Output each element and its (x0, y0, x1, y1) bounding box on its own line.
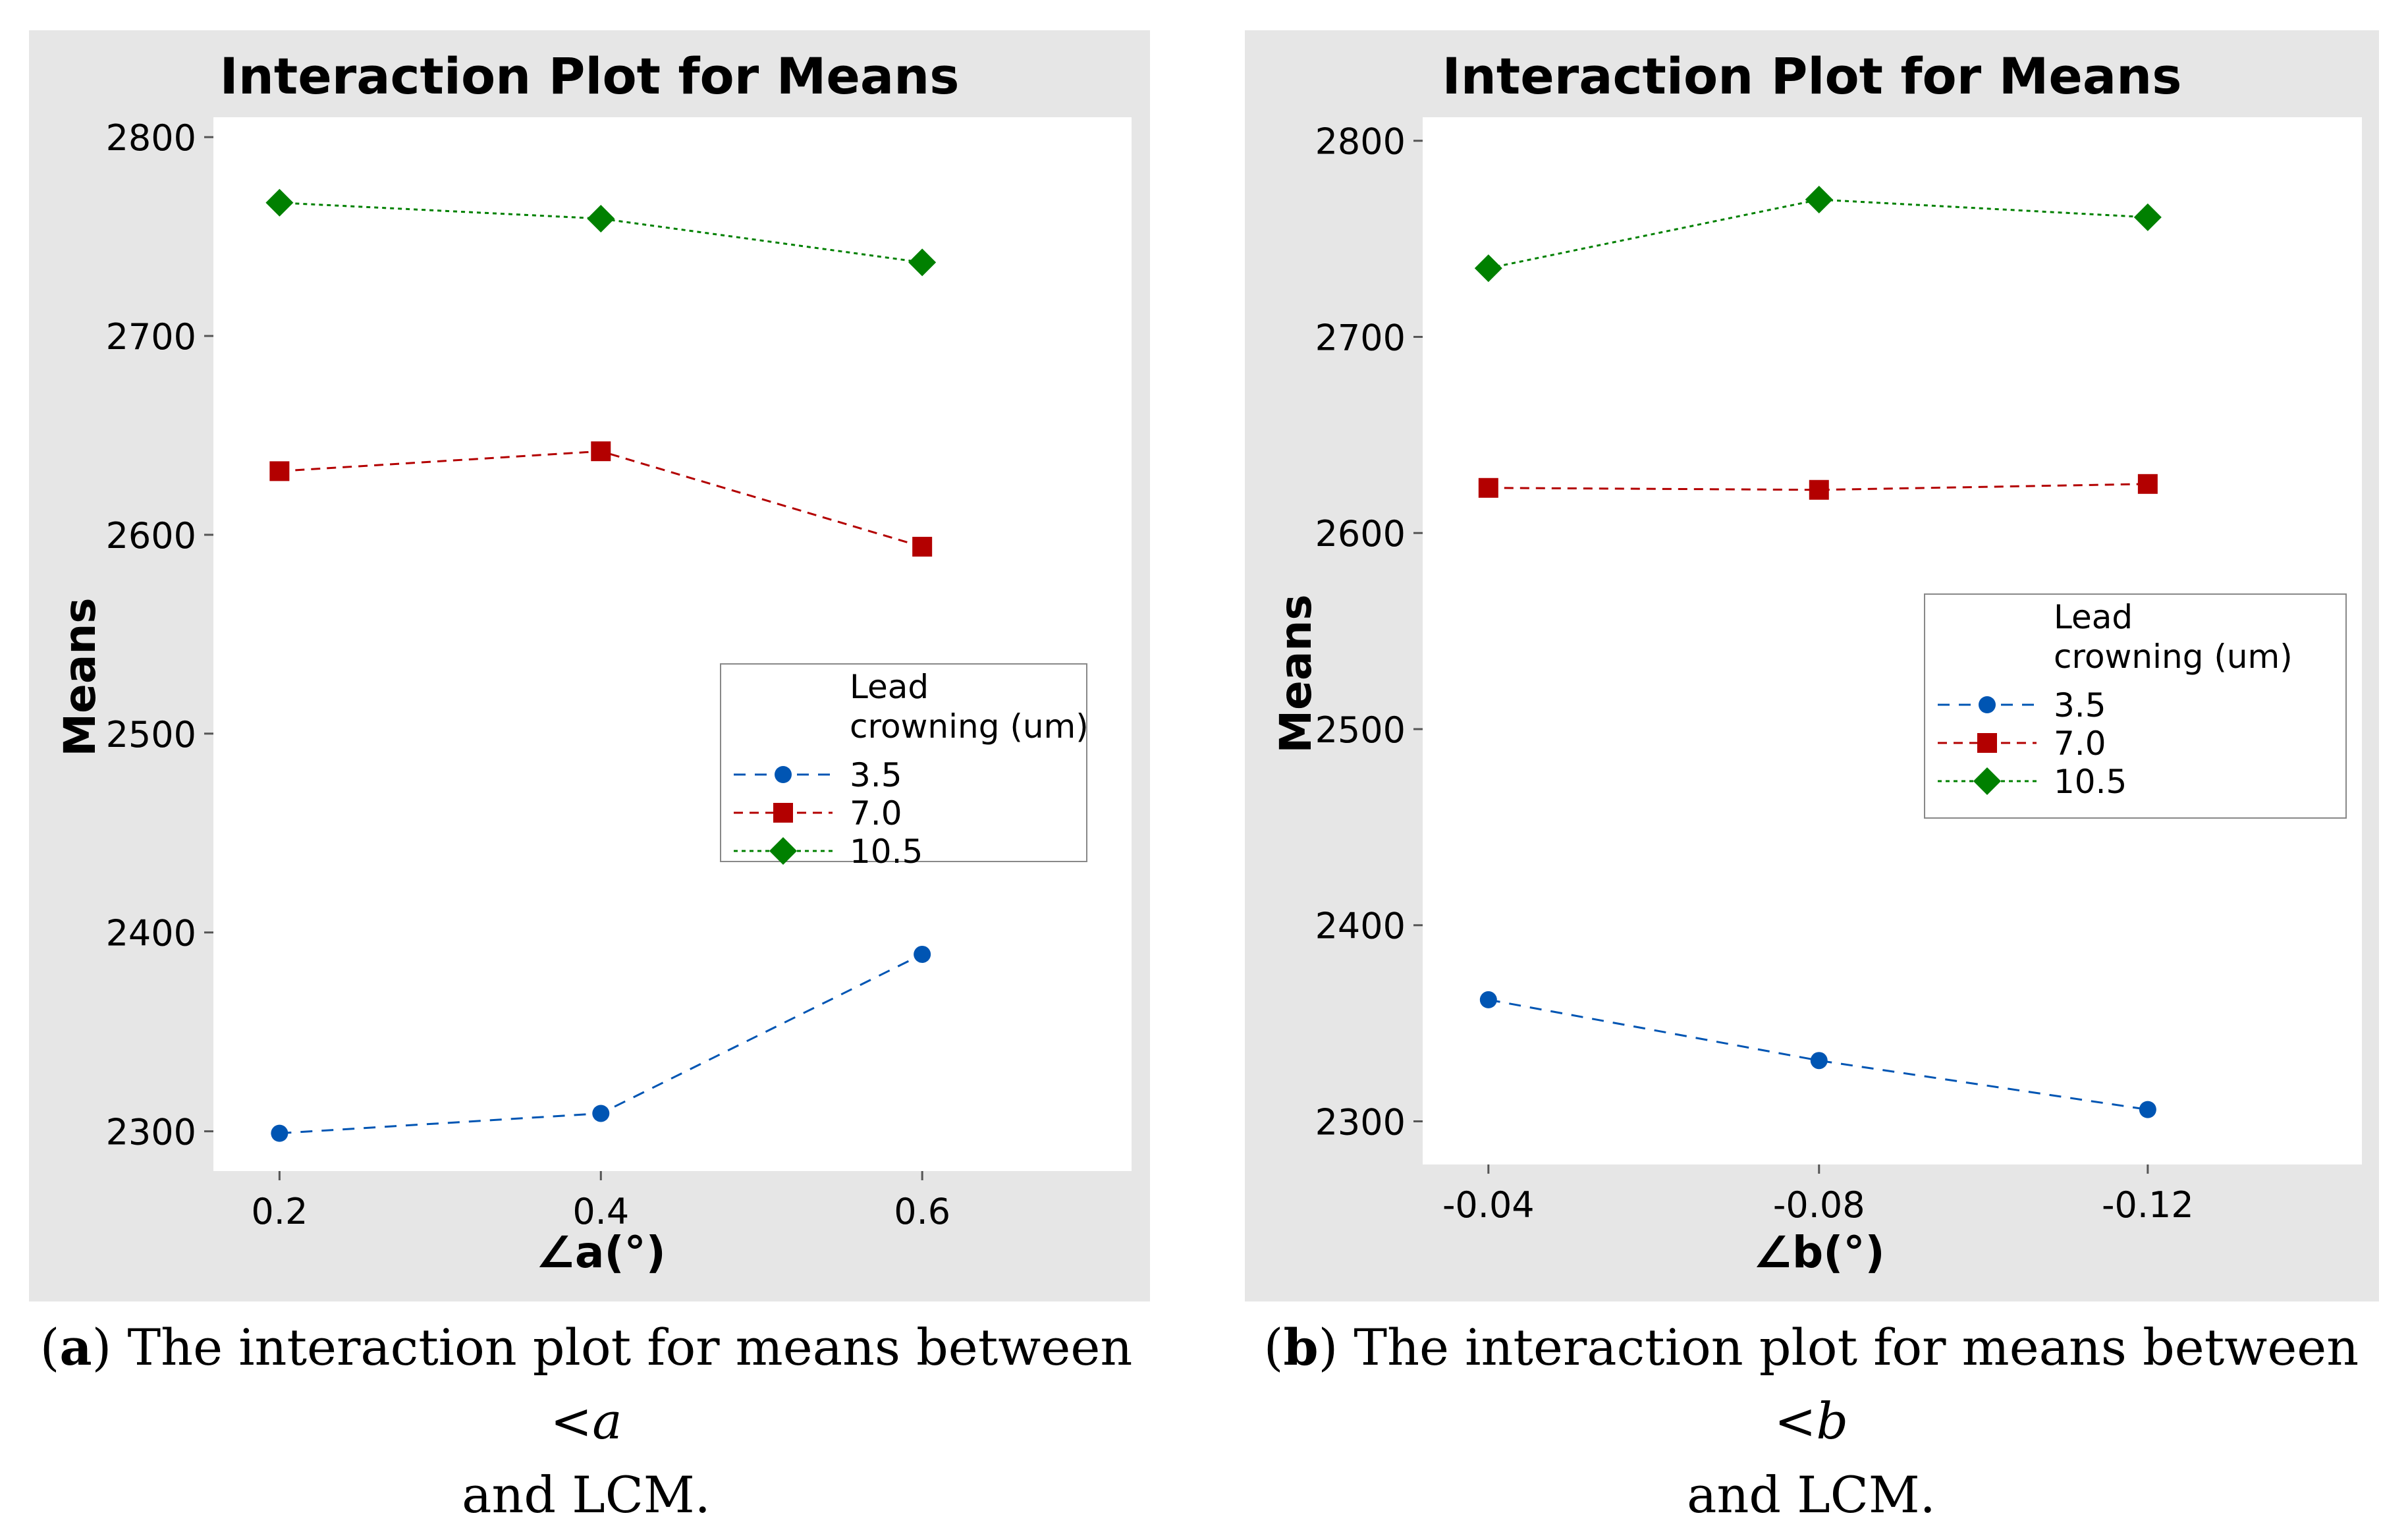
caption-b: (b) The interaction plot for means betwe… (1263, 1318, 2359, 1524)
x-tick-label: 0.6 (894, 1191, 950, 1232)
y-tick-label: 2800 (1315, 121, 1406, 163)
plot-area (213, 117, 1132, 1171)
data-point-10.5-0.6 (908, 248, 937, 277)
data-point-3.5--0.08 (1810, 1052, 1828, 1070)
caption-b-text: The interaction plot for means between < (1354, 1318, 2359, 1450)
x-tick-label: 0.2 (251, 1191, 308, 1232)
data-point-10.5-0.4 (587, 204, 615, 233)
legend-label-10.5: 10.5 (850, 833, 923, 871)
x-axis-label: ∠b(°) (1753, 1227, 1885, 1278)
legend-label-3.5: 3.5 (2054, 686, 2106, 725)
y-tick-label: 2600 (1315, 513, 1406, 555)
data-point-3.5-0.4 (592, 1105, 610, 1122)
x-axis-label: ∠a(°) (536, 1227, 666, 1278)
caption-a: (a) The interaction plot for means betwe… (40, 1318, 1133, 1524)
series-line-3.5 (1488, 999, 2148, 1111)
caption-b-line2: and LCM. (1687, 1465, 1936, 1524)
data-point-3.5--0.12 (2139, 1101, 2156, 1118)
data-point-10.5--0.12 (2133, 203, 2162, 231)
data-point-3.5-0.2 (271, 1124, 288, 1142)
caption-b-var: b (1816, 1392, 1849, 1450)
legend-label-10.5: 10.5 (2054, 763, 2127, 801)
x-tick-label: 0.4 (572, 1191, 629, 1232)
y-tick-label: 2400 (106, 913, 196, 954)
chart-title-b: Interaction Plot for Means (1442, 47, 2182, 105)
y-tick-label: 2600 (106, 515, 196, 557)
y-tick-label: 2500 (1315, 709, 1406, 751)
data-point-3.5-0.6 (914, 945, 931, 963)
legend-label-7.0: 7.0 (2054, 725, 2106, 763)
data-point-3.5--0.04 (1479, 991, 1497, 1008)
y-axis-label: Means (55, 597, 105, 756)
x-tick-label: -0.12 (2102, 1184, 2194, 1226)
legend-marker-3.5 (775, 766, 792, 783)
legend-marker-7.0 (1977, 733, 1997, 753)
caption-a-var: a (592, 1392, 622, 1450)
y-tick-label: 2700 (1315, 317, 1406, 358)
legend-title-line2: crowning (um) (850, 707, 1089, 746)
data-point-10.5--0.08 (1805, 186, 1833, 214)
legend-marker-7.0 (773, 803, 793, 823)
data-point-7.0--0.08 (1809, 479, 1829, 500)
data-point-10.5-0.2 (265, 188, 294, 217)
legend-marker-10.5 (1973, 767, 2001, 795)
series-line-10.5 (1488, 198, 2148, 269)
legend-marker-3.5 (1979, 696, 1996, 713)
data-point-7.0-0.4 (591, 441, 611, 462)
chart-b: 2300 2400 2500 2600 2700 2800 -0.04 -0.08 -0.12 ∠… (1271, 117, 2362, 1278)
x-tick-label: -0.04 (1442, 1184, 1535, 1226)
legend-label-7.0: 7.0 (850, 794, 902, 833)
series-line-10.5 (279, 202, 923, 263)
caption-a-text: The interaction plot for means between < (127, 1318, 1133, 1450)
x-tick-label: -0.08 (1773, 1184, 1865, 1226)
legend-title-line2: crowning (um) (2054, 638, 2293, 676)
data-point-7.0--0.12 (2137, 474, 2158, 494)
y-tick-label: 2300 (1315, 1101, 1406, 1143)
y-tick-label: 2800 (106, 117, 196, 159)
chart-panel-b: Interaction Plot for Means 2300 2400 2500 2… (1245, 30, 2379, 1301)
data-point-10.5--0.04 (1474, 254, 1502, 283)
y-axis-label: Means (1271, 594, 1321, 753)
legend-title-line1: Lead (850, 668, 929, 706)
caption-a-line2: and LCM. (462, 1465, 711, 1524)
legend-title-line1: Lead (2054, 598, 2133, 636)
caption-a-label: a (59, 1318, 92, 1377)
chart-title-a: Interaction Plot for Means (219, 47, 960, 105)
y-tick-label: 2400 (1315, 906, 1406, 947)
data-point-7.0--0.04 (1478, 478, 1498, 498)
y-tick-label: 2700 (106, 316, 196, 358)
caption-b-label: b (1283, 1318, 1319, 1377)
data-point-7.0-0.6 (912, 537, 933, 557)
legend-marker-10.5 (769, 837, 797, 865)
y-tick-label: 2500 (106, 714, 196, 755)
legend-label-3.5: 3.5 (850, 756, 902, 794)
y-tick-label: 2300 (106, 1112, 196, 1153)
data-point-7.0-0.2 (269, 461, 290, 481)
chart-a: 2300 2400 2500 2600 2700 2800 0.2 0.4 0.6 ∠a(°) Me… (55, 117, 1132, 1278)
chart-panel-a: Interaction Plot for Means 2300 2400 2500 2… (29, 30, 1150, 1301)
legend-box (720, 663, 1087, 862)
